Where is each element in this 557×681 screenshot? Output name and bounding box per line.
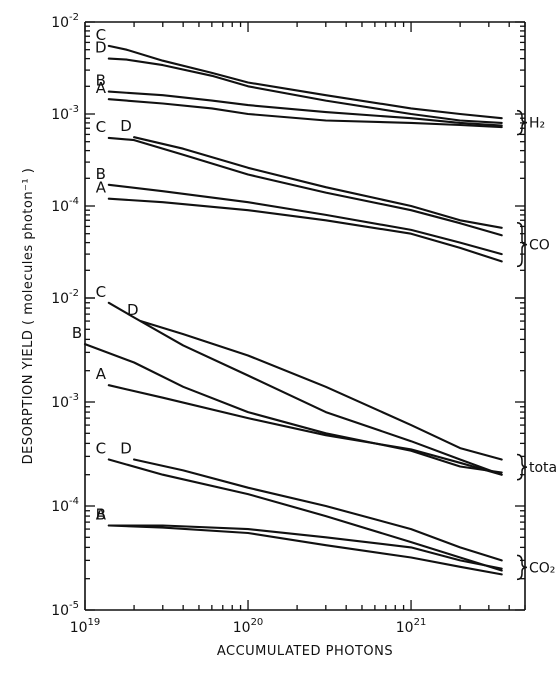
- series-line: [107, 90, 503, 127]
- y-tick-label: 10-3: [51, 104, 79, 123]
- series-line: [107, 57, 503, 124]
- series-label: D: [120, 439, 132, 457]
- series-label: C: [96, 439, 106, 457]
- group-label: CO: [529, 238, 550, 254]
- y-axis-title: DESORPTION YIELD ( molecules photon⁻¹ ): [21, 168, 36, 465]
- series-line: [107, 458, 503, 572]
- series-label: C: [96, 283, 106, 301]
- series-line: [107, 183, 503, 256]
- series-line: [133, 136, 503, 229]
- series-line: [107, 44, 503, 120]
- x-tick-label: 1019: [70, 617, 101, 636]
- series-label: C: [96, 118, 106, 136]
- series-label: B: [96, 72, 106, 90]
- series-label: C: [96, 26, 106, 44]
- y-tick-label: 10-4: [51, 196, 79, 215]
- y-tick-label: 10-2: [51, 12, 79, 31]
- y-tick-label: 10-3: [51, 392, 79, 411]
- series-line: [107, 136, 503, 237]
- group-label: H₂: [529, 116, 545, 132]
- series-label: A: [96, 505, 107, 523]
- group-brace: [516, 222, 528, 268]
- series-line: [133, 458, 503, 562]
- series-line: [139, 320, 503, 461]
- series-line: [107, 197, 503, 263]
- series-label: A: [96, 179, 107, 197]
- x-axis-title: ACCUMULATED PHOTONS: [217, 644, 393, 659]
- group-label: total: [529, 460, 557, 476]
- series-line: [83, 343, 503, 474]
- series-label: A: [96, 79, 107, 97]
- group-brace: [516, 109, 528, 136]
- group-brace: [516, 554, 528, 581]
- series-label: A: [96, 365, 107, 383]
- series-line: [107, 524, 503, 570]
- group-label: CO₂: [529, 560, 555, 576]
- series-label: D: [127, 301, 139, 319]
- series-label: B: [96, 165, 106, 183]
- x-tick-label: 1021: [396, 617, 427, 636]
- series-label: B: [96, 505, 106, 523]
- group-brace: [516, 453, 528, 481]
- series-line: [107, 384, 503, 476]
- series-label: D: [120, 117, 132, 135]
- series-line: [107, 98, 503, 129]
- y-tick-label: 10-4: [51, 496, 79, 515]
- series-label: D: [95, 39, 107, 57]
- y-tick-label: 10-5: [51, 600, 79, 619]
- y-tick-label: 10-2: [51, 288, 79, 307]
- series-label: B: [72, 324, 82, 342]
- x-tick-label: 1020: [233, 617, 264, 636]
- series-line: [107, 524, 503, 576]
